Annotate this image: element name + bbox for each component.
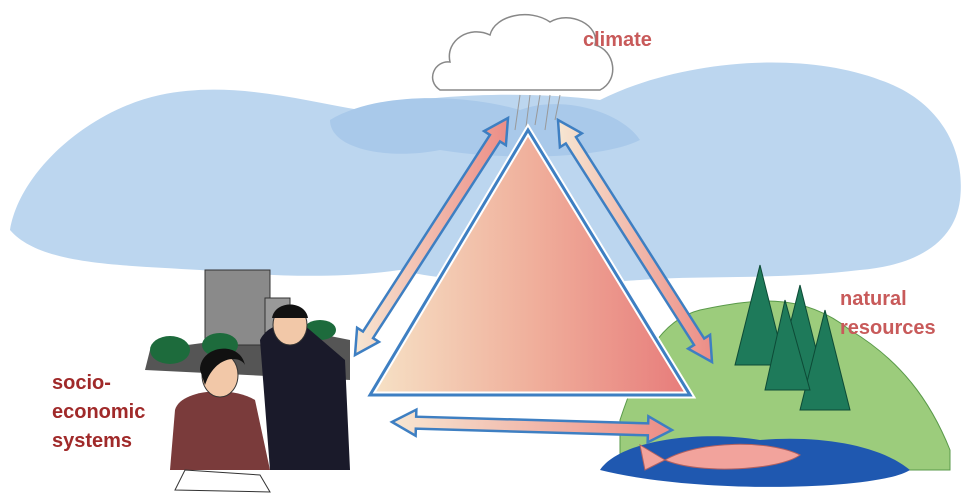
- label-natural: natural: [840, 288, 907, 310]
- fish: [639, 443, 801, 471]
- triangle-outline: [367, 127, 693, 397]
- label-systems: systems: [52, 430, 132, 452]
- cloud: [431, 13, 614, 136]
- double-arrow: [556, 117, 714, 365]
- people: [170, 304, 350, 493]
- double-arrow: [353, 115, 510, 358]
- double-arrow: [389, 407, 675, 445]
- label-socio: socio-: [52, 372, 111, 394]
- trees: [734, 264, 851, 411]
- label-climate: climate: [583, 29, 652, 51]
- label-resources: resources: [840, 317, 936, 339]
- label-economic: economic: [52, 401, 145, 423]
